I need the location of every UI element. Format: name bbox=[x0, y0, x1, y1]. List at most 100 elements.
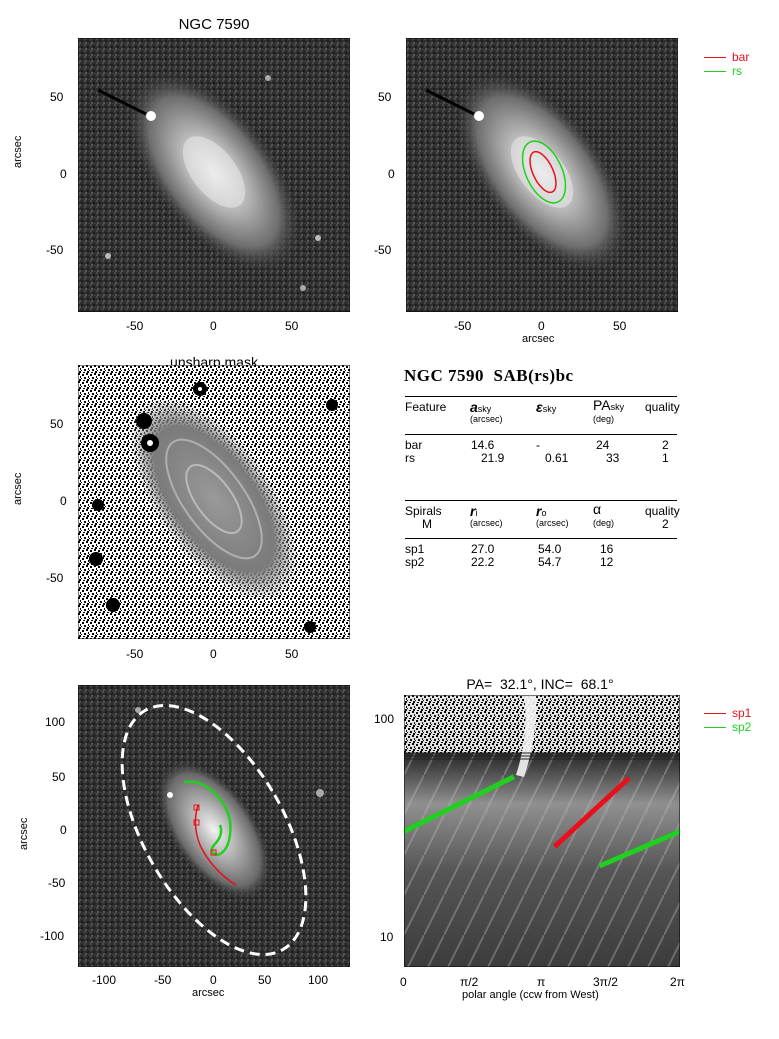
table-cell: 2 bbox=[662, 438, 669, 452]
table-cell: 54.7 bbox=[538, 555, 562, 569]
col-header: Feature bbox=[405, 400, 447, 414]
ellipse-image bbox=[406, 38, 678, 312]
optical-panel: NGC 7590 arcsec 50 0 -50 bbox=[0, 0, 390, 340]
series-line-sp2 bbox=[404, 774, 515, 834]
x-tick-label: 50 bbox=[613, 319, 627, 333]
table-cell: 27.0 bbox=[471, 542, 495, 556]
x-axis-label: arcsec bbox=[522, 333, 555, 345]
col-header: PAsky bbox=[593, 397, 625, 413]
y-axis-label: arcsec bbox=[12, 472, 24, 505]
col-unit: (deg) bbox=[593, 414, 615, 424]
table-cell: 54.0 bbox=[538, 542, 562, 556]
col-header: asky bbox=[470, 399, 492, 415]
y-tick-label: 100 bbox=[374, 712, 395, 726]
spiral-overlay-panel: arcsec 100 50 0 -50 -100 -100 -50 0 50 1… bbox=[0, 680, 390, 1020]
table-cell: 16 bbox=[600, 542, 614, 556]
col-header: M bbox=[422, 517, 432, 531]
legend-item-bar: bar bbox=[704, 50, 749, 64]
x-tick-label: 50 bbox=[285, 319, 299, 333]
table-rule bbox=[405, 538, 677, 539]
x-tick-label: 0 bbox=[210, 647, 217, 661]
legend-label: sp2 bbox=[732, 720, 752, 734]
y-tick-label: 0 bbox=[60, 167, 67, 181]
x-tick-label: 0 bbox=[400, 975, 407, 989]
legend-label: sp1 bbox=[732, 706, 752, 720]
table-cell: - bbox=[536, 438, 540, 452]
table-cell: sp1 bbox=[405, 542, 425, 556]
panel-title: NGC 7590 bbox=[178, 16, 250, 33]
y-tick-label: 0 bbox=[60, 494, 67, 508]
y-tick-label: -50 bbox=[46, 571, 64, 585]
legend-label: bar bbox=[732, 50, 750, 64]
y-tick-label: -100 bbox=[40, 929, 65, 943]
unsharp-panel: unsharp mask bbox=[0, 345, 390, 675]
y-axis-label: arcsec bbox=[18, 817, 30, 850]
unsharp-image bbox=[78, 365, 350, 639]
series-line-sp1 bbox=[552, 776, 631, 849]
legend-label: rs bbox=[732, 64, 742, 78]
table-cell: 1 bbox=[662, 451, 669, 465]
spiral-overlay-image bbox=[78, 685, 350, 967]
x-axis-label: arcsec bbox=[192, 987, 225, 999]
legend-item-sp2: sp2 bbox=[704, 720, 751, 734]
col-header: 2 bbox=[662, 517, 669, 531]
col-unit: (deg) bbox=[593, 518, 615, 528]
table-rule bbox=[405, 396, 677, 397]
col-unit: (arcsec) bbox=[536, 518, 569, 528]
legend: bar rs bbox=[704, 50, 749, 78]
table-cell: 14.6 bbox=[471, 438, 495, 452]
y-tick-label: -50 bbox=[48, 876, 66, 890]
x-tick-label: π/2 bbox=[460, 975, 479, 989]
y-tick-label: 50 bbox=[52, 770, 66, 784]
table-cell: 33 bbox=[606, 451, 620, 465]
table-cell: bar bbox=[405, 438, 423, 452]
y-tick-label: 50 bbox=[50, 90, 64, 104]
y-tick-label: 50 bbox=[50, 417, 64, 431]
y-tick-label: 50 bbox=[378, 90, 392, 104]
y-tick-label: -50 bbox=[46, 243, 64, 257]
rs-ellipse bbox=[521, 140, 567, 204]
series-line-sp2 bbox=[598, 829, 680, 869]
x-tick-label: 100 bbox=[308, 973, 329, 987]
ellipse-panel: 50 0 -50 -50 0 50 arcsec bar rs bbox=[374, 0, 779, 350]
table-cell: 24 bbox=[596, 438, 610, 452]
col-header: ro bbox=[536, 503, 547, 519]
polar-panel: PA= 32.1°, INC= 68.1° 100 10 0 π/2 π bbox=[374, 672, 779, 1022]
x-tick-label: -100 bbox=[92, 973, 117, 987]
y-tick-label: 0 bbox=[60, 823, 67, 837]
col-header: quality bbox=[645, 400, 680, 414]
y-tick-label: 100 bbox=[45, 715, 66, 729]
y-tick-label: 0 bbox=[388, 167, 395, 181]
x-tick-label: 0 bbox=[210, 319, 217, 333]
x-tick-label: -50 bbox=[126, 319, 144, 333]
table-cell: 0.61 bbox=[545, 451, 569, 465]
col-header: α bbox=[593, 501, 602, 517]
polar-chart bbox=[404, 695, 680, 967]
x-axis-label: polar angle (ccw from West) bbox=[462, 989, 599, 1001]
table-cell: rs bbox=[405, 451, 415, 465]
col-header: quality bbox=[645, 504, 680, 518]
legend-item-sp1: sp1 bbox=[704, 706, 751, 720]
x-tick-label: 2π bbox=[670, 975, 685, 989]
sp2-trace bbox=[183, 780, 232, 857]
legend-swatch bbox=[704, 726, 726, 728]
x-tick-label: 50 bbox=[258, 973, 272, 987]
legend: sp1 sp2 bbox=[704, 706, 751, 734]
x-tick-label: π bbox=[537, 975, 546, 989]
x-tick-label: -50 bbox=[454, 319, 472, 333]
classification-heading: NGC 7590 SAB(rs)bc bbox=[404, 366, 574, 385]
legend-item-rs: rs bbox=[704, 64, 749, 78]
x-tick-label: 3π/2 bbox=[593, 975, 618, 989]
chart-title: PA= 32.1°, INC= 68.1° bbox=[466, 676, 614, 692]
x-tick-label: -50 bbox=[154, 973, 172, 987]
x-tick-label: 50 bbox=[285, 647, 299, 661]
table-rule bbox=[405, 434, 677, 435]
optical-image bbox=[78, 38, 350, 312]
sp1-trace bbox=[194, 804, 237, 886]
outer-disk-ellipse bbox=[120, 703, 308, 957]
y-axis-label: arcsec bbox=[12, 135, 24, 168]
col-header: Spirals bbox=[405, 504, 442, 518]
spiral-table: Spirals M ri (arcsec) ro (arcsec) α (deg… bbox=[405, 496, 680, 576]
legend-swatch bbox=[704, 70, 726, 72]
feature-table: Feature asky (arcsec) εsky PAsky (deg) q… bbox=[405, 392, 680, 472]
